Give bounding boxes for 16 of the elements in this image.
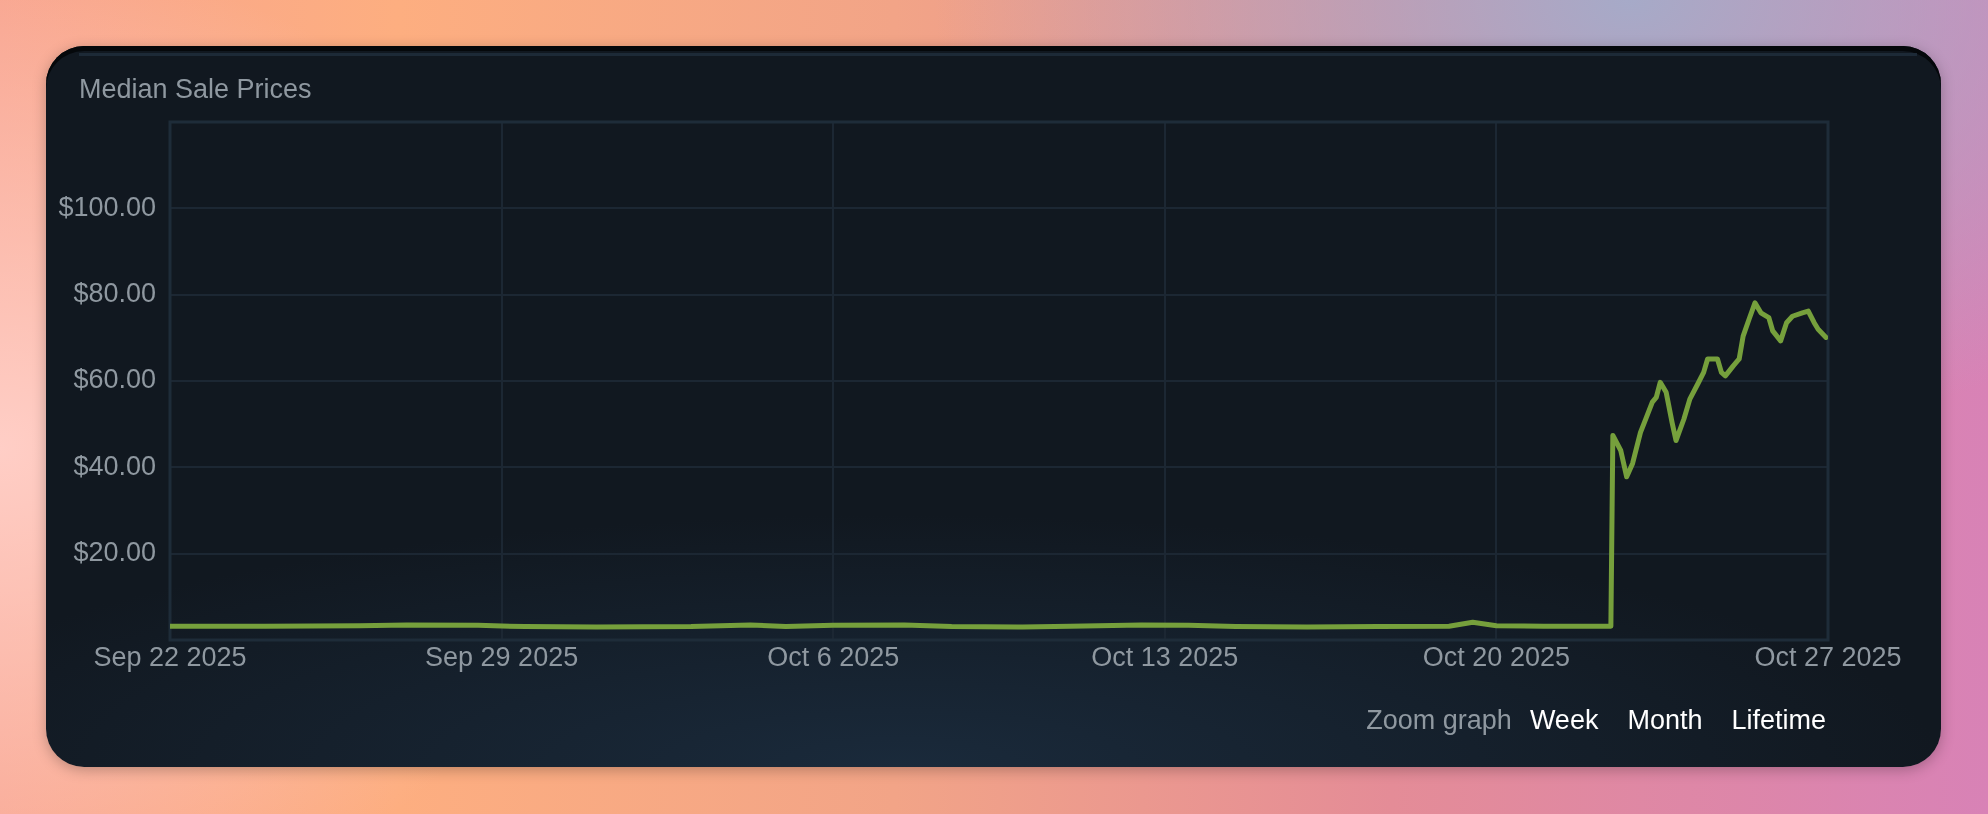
x-tick-label: Oct 13 2025 <box>1091 641 1239 672</box>
x-tick-label: Sep 29 2025 <box>425 641 579 672</box>
y-tick-label: $60.00 <box>73 364 156 395</box>
x-tick-label: Sep 22 2025 <box>93 641 247 672</box>
text: Lifetime <box>1731 705 1826 735</box>
text: Zoom graph <box>1366 705 1512 735</box>
x-tick-label: Oct 20 2025 <box>1422 641 1570 672</box>
chart-title: Median Sale Prices <box>79 74 312 104</box>
y-tick-label: $80.00 <box>73 278 156 309</box>
y-tick-label: $40.00 <box>73 450 156 481</box>
x-tick-label: Oct 6 2025 <box>767 641 900 672</box>
y-tick-label: $100.00 <box>58 191 156 222</box>
y-tick-label: $20.00 <box>73 537 156 568</box>
text: Week <box>1529 705 1599 735</box>
text: Month <box>1627 705 1703 735</box>
x-tick-label: Oct 27 2025 <box>1754 641 1902 672</box>
